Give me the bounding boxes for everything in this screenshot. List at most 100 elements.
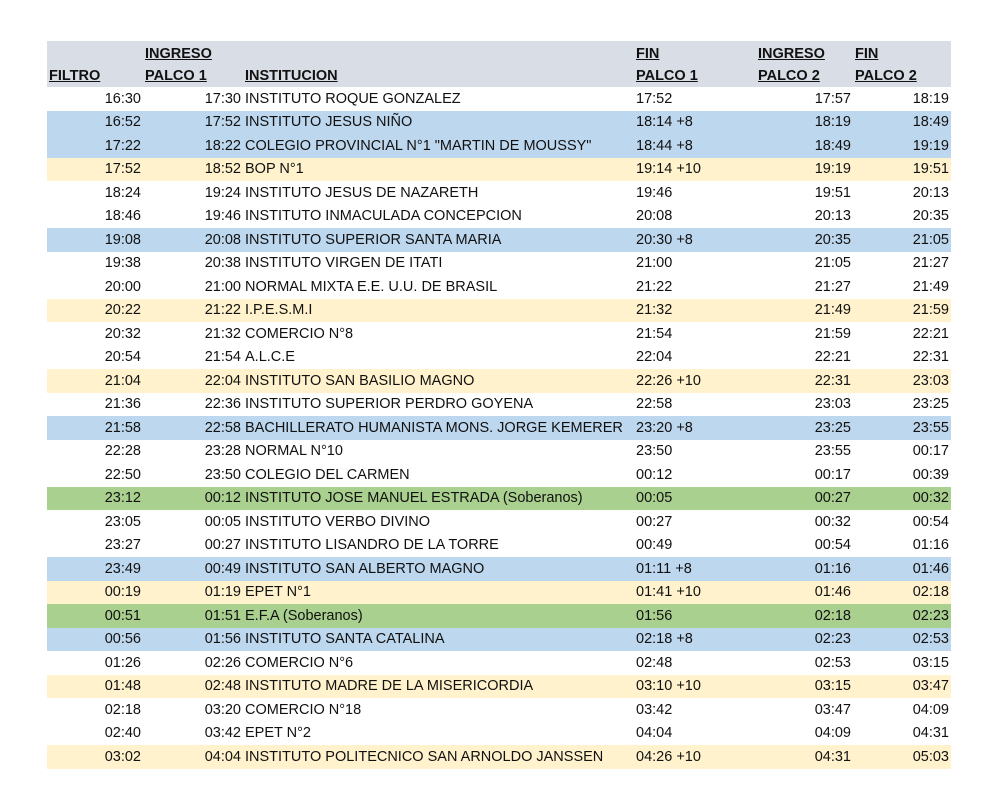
ingreso-palco-2-cell: 22:21	[814, 349, 851, 366]
institucion-cell: INSTITUTO VERBO DIVINO	[245, 513, 431, 530]
header-fin-palco-1: FIN PALCO 1	[634, 41, 756, 87]
institucion-cell: INSTITUTO SANTA CATALINA	[243, 627, 634, 651]
filtro-cell: 17:22	[47, 134, 143, 158]
institucion-cell: INSTITUTO JESUS DE NAZARETH	[245, 184, 479, 201]
header-label: PALCO 2	[758, 68, 820, 84]
fin-palco-1-cell: 21:00	[636, 255, 673, 272]
ingreso-palco-2-cell: 01:16	[756, 557, 853, 581]
ingreso-palco-2-cell: 02:53	[814, 654, 851, 671]
fin-palco-1-cell: 22:26 +10	[634, 369, 756, 393]
fin-palco-1-cell: 20:08	[636, 208, 673, 225]
header-label: PALCO 2	[855, 68, 917, 84]
fin-palco-2-cell: 04:09	[912, 701, 949, 718]
ingreso-palco-1-cell: 21:32	[204, 325, 241, 342]
table-row: 02:40 03:42 EPET N°2 04:04 04:09 04:31	[47, 722, 951, 746]
ingreso-palco-1-cell: 22:04	[143, 369, 243, 393]
ingreso-palco-1-cell: 02:48	[143, 674, 243, 698]
table-row: 23:49 00:49 INSTITUTO SAN ALBERTO MAGNO 01:…	[47, 557, 951, 581]
table-row: 22:50 23:50 COLEGIO DEL CARMEN 00:12 00:17 00…	[47, 463, 951, 487]
ingreso-palco-2-cell: 01:46	[756, 580, 853, 604]
ingreso-palco-1-cell: 03:42	[204, 725, 241, 742]
ingreso-palco-1-cell: 18:22	[143, 134, 243, 158]
filtro-cell: 21:36	[104, 396, 141, 413]
institucion-cell: INSTITUTO LISANDRO DE LA TORRE	[245, 537, 499, 554]
ingreso-palco-2-cell: 19:51	[814, 184, 851, 201]
fin-palco-2-cell: 21:27	[912, 255, 949, 272]
table-row: 20:22 21:22 I.P.E.S.M.I 21:32 21:49 21:59	[47, 298, 951, 322]
fin-palco-1-cell: 03:10 +10	[634, 674, 756, 698]
header-row: FILTRO INGRESO PALCO 1 INSTITUCION FIN PAL…	[47, 41, 951, 87]
header-label: INSTITUCION	[245, 68, 338, 84]
filtro-cell: 19:08	[47, 228, 143, 252]
ingreso-palco-1-cell: 02:26	[204, 654, 241, 671]
fin-palco-2-cell: 02:18	[853, 580, 951, 604]
fin-palco-2-cell: 00:39	[912, 466, 949, 483]
fin-palco-2-cell: 01:16	[912, 537, 949, 554]
ingreso-palco-1-cell: 17:30	[204, 90, 241, 107]
ingreso-palco-2-cell: 23:55	[814, 443, 851, 460]
ingreso-palco-2-cell: 03:47	[814, 701, 851, 718]
header-label: INGRESO	[145, 46, 212, 62]
fin-palco-2-cell: 20:13	[912, 184, 949, 201]
table-row: 22:28 23:28 NORMAL N°10 23:50 23:55 00:17	[47, 440, 951, 464]
table-row: 17:22 18:22 COLEGIO PROVINCIAL N°1 "MARTIN…	[47, 134, 951, 158]
fin-palco-1-cell: 00:27	[636, 513, 673, 530]
institucion-cell: INSTITUTO SUPERIOR SANTA MARIA	[243, 228, 634, 252]
fin-palco-1-cell: 22:04	[636, 349, 673, 366]
filtro-cell: 00:56	[47, 627, 143, 651]
ingreso-palco-2-cell: 02:23	[756, 627, 853, 651]
filtro-cell: 22:28	[104, 443, 141, 460]
ingreso-palco-1-cell: 22:36	[204, 396, 241, 413]
institucion-cell: INSTITUTO JESUS NIÑO	[243, 110, 634, 134]
institucion-cell: I.P.E.S.M.I	[243, 298, 634, 322]
ingreso-palco-1-cell: 21:00	[204, 278, 241, 295]
filtro-cell: 23:05	[104, 513, 141, 530]
table-row: 23:05 00:05 INSTITUTO VERBO DIVINO 00:27 00:…	[47, 510, 951, 534]
table-body: 16:30 17:30 INSTITUTO ROQUE GONZALEZ 17:52 1…	[47, 87, 951, 769]
fin-palco-1-cell: 00:49	[636, 537, 673, 554]
institucion-cell: EPET N°1	[243, 580, 634, 604]
fin-palco-1-cell: 04:04	[636, 725, 673, 742]
ingreso-palco-1-cell: 20:38	[204, 255, 241, 272]
header-filtro-label: FILTRO	[49, 68, 101, 84]
ingreso-palco-2-cell: 20:35	[756, 228, 853, 252]
institucion-cell: INSTITUTO MADRE DE LA MISERICORDIA	[243, 674, 634, 698]
fin-palco-2-cell: 20:35	[912, 208, 949, 225]
header-label: FIN	[855, 46, 879, 62]
fin-palco-2-cell: 04:31	[912, 725, 949, 742]
institucion-cell: INSTITUTO JOSE MANUEL ESTRADA (Soberanos…	[243, 486, 634, 510]
fin-palco-1-cell: 02:18 +8	[634, 627, 756, 651]
header-label: FIN	[636, 46, 660, 62]
filtro-cell: 18:24	[104, 184, 141, 201]
filtro-cell: 00:51	[47, 604, 143, 628]
table-row: 19:08 20:08 INSTITUTO SUPERIOR SANTA MARIA…	[47, 228, 951, 252]
table-row: 01:26 02:26 COMERCIO N°6 02:48 02:53 03:15	[47, 651, 951, 675]
fin-palco-1-cell: 19:46	[636, 184, 673, 201]
fin-palco-1-cell: 02:48	[636, 654, 673, 671]
filtro-cell: 02:18	[104, 701, 141, 718]
institucion-cell: INSTITUTO SAN ALBERTO MAGNO	[243, 557, 634, 581]
ingreso-palco-2-cell: 04:09	[814, 725, 851, 742]
filtro-cell: 20:22	[47, 298, 143, 322]
fin-palco-1-cell: 23:50	[636, 443, 673, 460]
filtro-cell: 16:52	[47, 110, 143, 134]
fin-palco-1-cell: 22:58	[636, 396, 673, 413]
ingreso-palco-1-cell: 17:52	[143, 110, 243, 134]
ingreso-palco-1-cell: 04:04	[143, 745, 243, 769]
fin-palco-1-cell: 01:56	[634, 604, 756, 628]
fin-palco-1-cell: 19:14 +10	[634, 157, 756, 181]
fin-palco-1-cell: 01:41 +10	[634, 580, 756, 604]
filtro-cell: 23:12	[47, 486, 143, 510]
ingreso-palco-1-cell: 00:05	[204, 513, 241, 530]
fin-palco-2-cell: 03:47	[853, 674, 951, 698]
table-row: 00:19 01:19 EPET N°1 01:41 +10 01:46 02:18	[47, 580, 951, 604]
fin-palco-1-cell: 00:12	[636, 466, 673, 483]
ingreso-palco-1-cell: 00:49	[143, 557, 243, 581]
ingreso-palco-1-cell: 01:56	[143, 627, 243, 651]
ingreso-palco-1-cell: 21:22	[143, 298, 243, 322]
institucion-cell: E.F.A (Soberanos)	[243, 604, 634, 628]
institucion-cell: INSTITUTO VIRGEN DE ITATI	[245, 255, 443, 272]
institucion-cell: NORMAL MIXTA E.E. U.U. DE BRASIL	[245, 278, 498, 295]
ingreso-palco-2-cell: 00:54	[814, 537, 851, 554]
filtro-cell: 23:49	[47, 557, 143, 581]
